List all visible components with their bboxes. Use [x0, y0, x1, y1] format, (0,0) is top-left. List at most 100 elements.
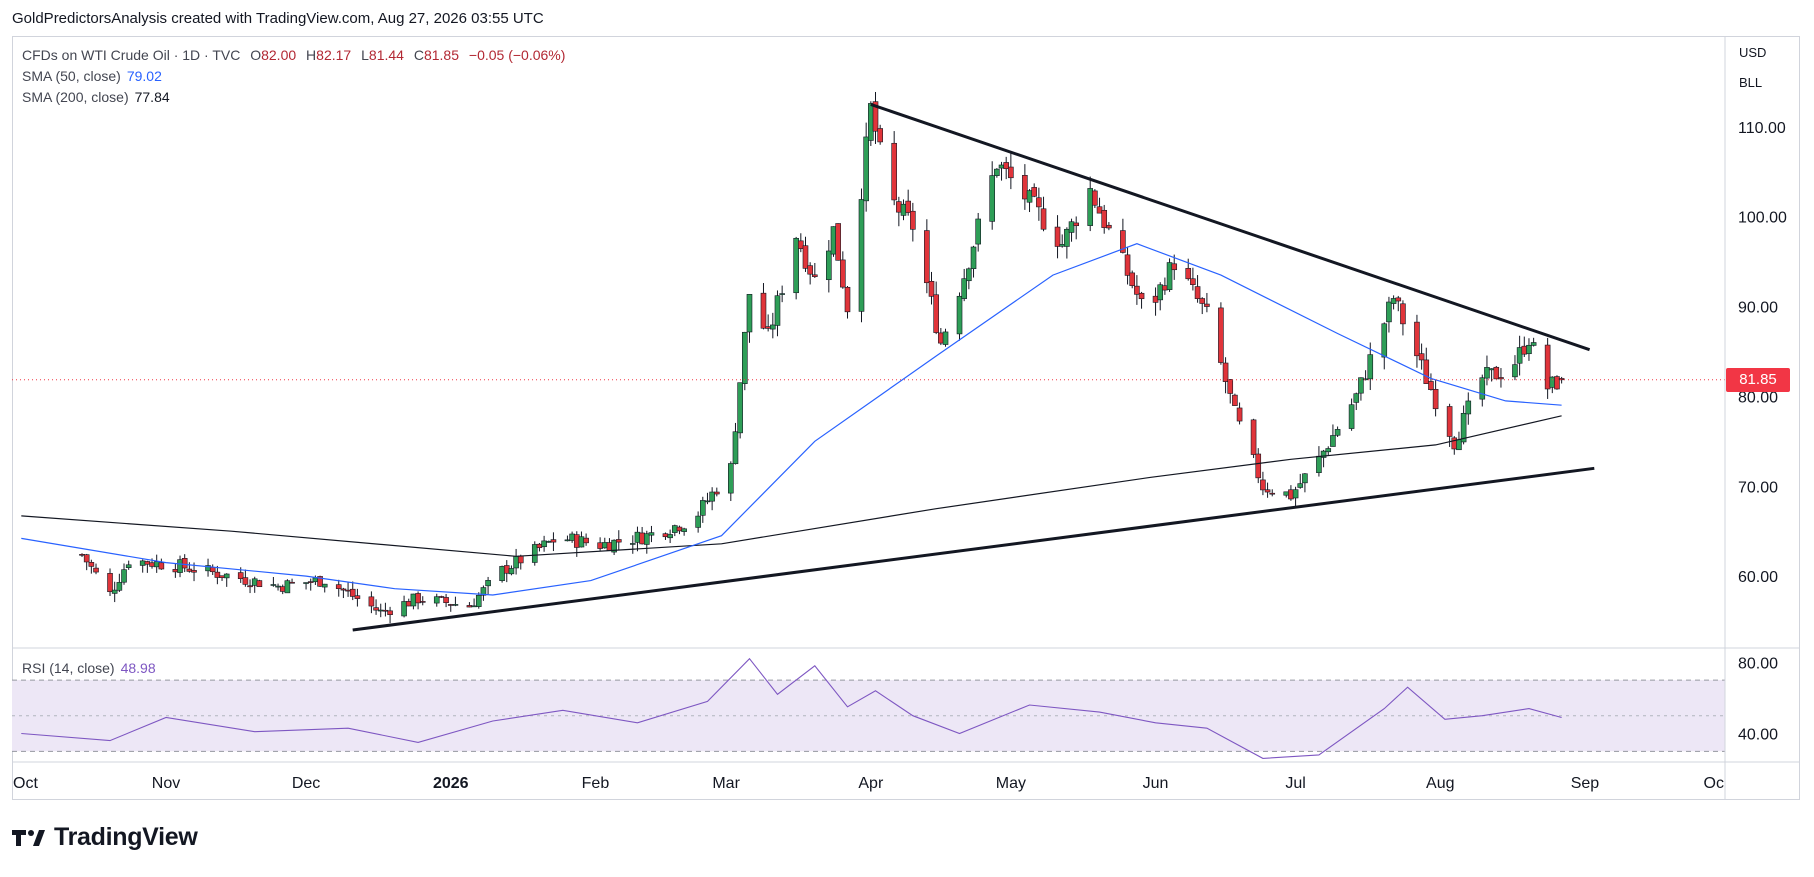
candle: [896, 196, 902, 227]
candle: [181, 554, 188, 573]
tradingview-logo[interactable]: TradingView: [12, 823, 198, 852]
candle-body-down: [1185, 268, 1192, 280]
candle: [270, 576, 277, 587]
chart-frame[interactable]: [12, 36, 1800, 800]
candle: [1512, 355, 1518, 381]
candle: [447, 603, 454, 612]
candle-body-up: [1367, 354, 1374, 380]
candle: [289, 578, 295, 584]
rsi-legend: RSI (14, close) 48.98: [22, 660, 156, 676]
candle-body-down: [419, 601, 426, 603]
candle-body-down: [191, 570, 197, 573]
candle: [349, 581, 356, 601]
candle-body-up: [111, 589, 118, 594]
candle-body-up: [545, 541, 552, 543]
candle: [956, 292, 963, 341]
candle: [966, 267, 972, 290]
candle-body-down: [1092, 190, 1098, 206]
candle: [219, 575, 225, 581]
candle: [900, 199, 907, 221]
candle-body-up: [564, 539, 571, 542]
trendline-upper[interactable]: [870, 102, 1591, 352]
candle-body-up: [1068, 221, 1075, 233]
candle-body-up: [648, 532, 655, 536]
candle-body-up: [728, 463, 734, 494]
candle: [1484, 355, 1490, 386]
candle-body-up: [121, 569, 127, 583]
trendline-lower[interactable]: [352, 466, 1595, 632]
candle-body-down: [317, 576, 323, 587]
candle-body-up: [746, 294, 753, 333]
rsi-label: RSI (14, close): [22, 660, 115, 676]
candle: [443, 593, 449, 608]
candle-body-up: [452, 604, 459, 606]
candle-body-up: [1488, 368, 1495, 371]
candle-body-down: [896, 201, 902, 213]
candle: [1269, 489, 1276, 497]
candle: [905, 189, 911, 216]
candle: [924, 219, 930, 294]
candle: [1390, 295, 1397, 310]
candle-body-down: [1138, 292, 1145, 300]
candle: [1101, 204, 1108, 234]
candle-body-down: [307, 581, 314, 583]
candle-body-down: [415, 593, 421, 604]
candle: [634, 526, 641, 552]
candle: [452, 596, 459, 607]
candle: [177, 555, 183, 578]
candle-body-up: [1465, 400, 1472, 415]
candle: [933, 281, 939, 335]
unit-button[interactable]: BLL: [1739, 75, 1763, 90]
candle-body-down: [910, 210, 916, 230]
candle: [1395, 295, 1402, 312]
price-tick-label: 90.00: [1738, 300, 1778, 317]
candle-body-up: [1526, 344, 1532, 355]
candle: [1064, 227, 1070, 259]
candle-body-up: [742, 331, 748, 384]
candle-body-up: [251, 578, 258, 586]
candle: [938, 328, 944, 346]
candle-body-down: [1134, 285, 1140, 295]
candle: [513, 548, 519, 575]
candle-body-down: [1236, 407, 1243, 422]
candle-body-up: [966, 268, 972, 282]
time-tick-label: Sep: [1571, 775, 1600, 792]
candle: [275, 583, 281, 591]
candle: [111, 581, 118, 603]
candle: [564, 535, 571, 542]
candle: [676, 525, 683, 535]
time-tick-label: Oct: [13, 775, 38, 792]
candle-body-up: [956, 295, 963, 335]
candle: [438, 595, 445, 598]
candle-body-down: [536, 543, 543, 549]
candle-body-down: [1152, 295, 1159, 303]
candle: [1456, 431, 1462, 451]
candle-body-down: [181, 558, 188, 569]
price-tick-label: 60.00: [1738, 569, 1778, 586]
candle-body-up: [695, 515, 701, 528]
candle: [1073, 216, 1080, 240]
axis-layer: 60.00 70.00 80.00 90.00 100.00 110.00 40.00 80.…: [13, 120, 1787, 792]
candle: [863, 122, 869, 212]
currency-button[interactable]: USD: [1739, 45, 1767, 60]
candle-body-up: [1484, 367, 1490, 379]
candle: [1031, 183, 1037, 198]
candle-body-up: [1512, 364, 1518, 378]
candle-body-down: [256, 580, 263, 588]
candle-body-up: [508, 568, 515, 575]
candle-body-up: [868, 103, 874, 141]
candle: [415, 591, 421, 610]
sma50-row: SMA (50, close) 79.02: [22, 66, 565, 87]
candle: [840, 251, 846, 289]
candle: [601, 537, 608, 549]
candle-body-down: [597, 542, 603, 549]
candle-body-down: [1204, 303, 1210, 307]
candle-body-up: [1456, 439, 1462, 451]
candle-body-down: [714, 491, 720, 495]
candle: [615, 530, 622, 551]
candle-body-down: [1120, 230, 1126, 253]
candle-body-down: [214, 571, 221, 578]
candle: [158, 558, 165, 570]
candle-body-up: [177, 559, 183, 573]
